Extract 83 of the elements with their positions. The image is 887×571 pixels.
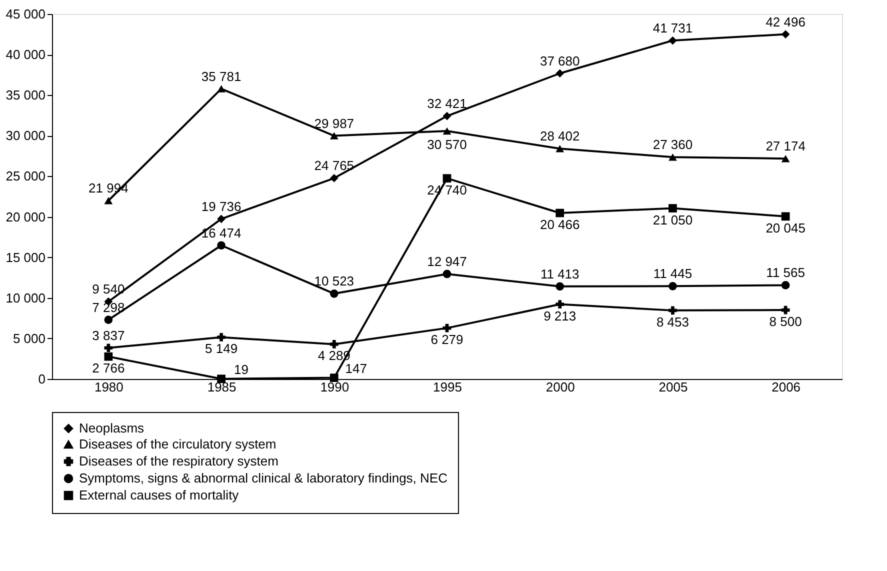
x-tick-label: 2000: [546, 380, 575, 394]
point: [781, 212, 790, 221]
data-label: 8 500: [769, 314, 802, 330]
y-tick-label: 35 000: [6, 88, 46, 103]
point: [556, 208, 564, 218]
y-tick-label: 15 000: [6, 250, 46, 265]
data-label: 11 565: [766, 265, 805, 280]
point: [668, 204, 677, 212]
point: [781, 281, 790, 290]
point: [556, 69, 564, 78]
data-label: 8 453: [656, 314, 689, 330]
data-label: 28 402: [540, 128, 580, 144]
y-tick-label: 20 000: [6, 209, 46, 224]
point: [781, 154, 790, 162]
point: [668, 282, 677, 290]
point: [556, 145, 564, 152]
point: [442, 324, 452, 332]
data-label: 41 731: [652, 20, 693, 36]
data-label: 2 766: [92, 360, 125, 376]
y-tick-label: 25 000: [6, 168, 46, 184]
point: [330, 340, 338, 348]
data-label: 11 445: [653, 266, 692, 282]
point: [556, 282, 564, 291]
point: [104, 196, 113, 204]
point: [781, 30, 790, 38]
data-label: 6 279: [430, 332, 464, 348]
point: [217, 241, 226, 250]
data-label: 29 987: [314, 116, 354, 131]
y-tick-label: 5 000: [12, 330, 46, 346]
point: [442, 112, 452, 120]
x-tick-label: 2006: [772, 380, 801, 394]
point: [781, 306, 790, 314]
data-label: 9 213: [544, 308, 576, 324]
data-label: 27 360: [652, 137, 693, 152]
point: [668, 36, 677, 45]
point: [330, 132, 338, 140]
data-label: 32 421: [427, 96, 467, 112]
data-label: 147: [345, 360, 367, 376]
legend-label: Diseases of the circulatory system: [79, 436, 276, 452]
data-label: 12 947: [427, 254, 467, 269]
data-label: 20 466: [540, 217, 580, 232]
data-label: 37 680: [540, 53, 580, 68]
legend-label: Diseases of the respiratory system: [79, 454, 278, 468]
x-tick-label: 1985: [207, 380, 236, 394]
x-tick-label: 1990: [320, 380, 350, 394]
y-tick-label: 0: [38, 372, 46, 386]
data-label: 21 050: [652, 212, 693, 228]
point: [104, 352, 113, 361]
y-tick-label: 45 000: [6, 6, 46, 22]
point: [556, 300, 564, 308]
point: [330, 289, 338, 298]
data-label: 20 045: [766, 220, 806, 236]
data-label: 11 413: [540, 266, 580, 282]
point: [442, 270, 452, 278]
legend-label: Neoplasms: [79, 420, 145, 436]
point: [104, 316, 113, 324]
y-tick-label: 30 000: [6, 128, 46, 144]
x-tick-label: 1995: [433, 380, 462, 394]
data-label: 42 496: [766, 14, 806, 30]
point: [442, 127, 452, 135]
point: [217, 85, 226, 92]
point: [217, 333, 226, 342]
point: [217, 214, 226, 224]
x-tick-label: 1980: [94, 380, 124, 394]
legend-label: Symptoms, signs & abnormal clinical & laboratory findings, NEC: [79, 470, 448, 486]
point: [104, 344, 113, 352]
data-label: 5 149: [205, 341, 238, 356]
legend-label: External causes of mortality: [79, 488, 240, 502]
point: [668, 153, 677, 161]
data-label: 3 837: [92, 328, 125, 343]
data-label: 30 570: [427, 137, 467, 152]
y-tick-label: 40 000: [6, 47, 46, 62]
point: [668, 306, 677, 315]
data-label: 35 781: [201, 68, 242, 84]
data-label: 19: [234, 362, 249, 377]
data-label: 19 736: [201, 198, 242, 214]
point: [442, 174, 452, 183]
x-tick-label: 2005: [658, 380, 688, 394]
data-label: 27 174: [766, 138, 806, 154]
point: [330, 174, 338, 182]
point: [330, 374, 338, 382]
data-label: 10 523: [314, 274, 354, 289]
y-tick-label: 10 000: [6, 290, 46, 306]
